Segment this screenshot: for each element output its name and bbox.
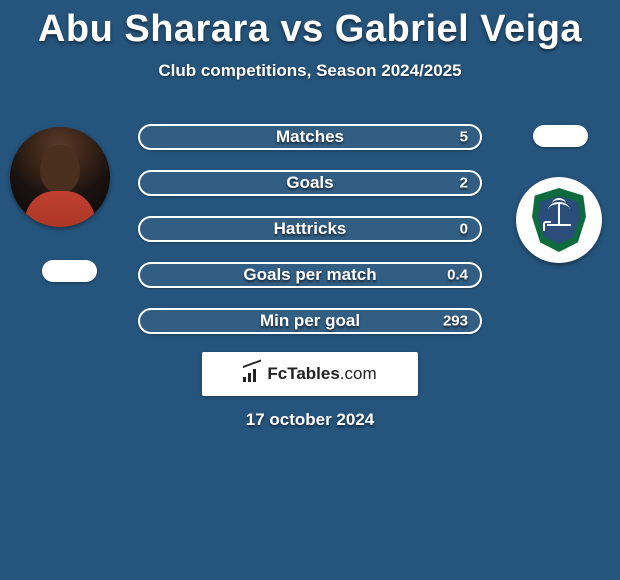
stat-label: Goals per match — [243, 265, 376, 285]
flag-left — [42, 260, 97, 282]
stat-label: Min per goal — [260, 311, 360, 331]
stat-value: 293 — [443, 313, 468, 330]
stat-row-goals: Goals 2 — [138, 170, 482, 196]
stat-row-hattricks: Hattricks 0 — [138, 216, 482, 242]
stat-value: 5 — [460, 129, 468, 146]
club-badge-right — [516, 177, 602, 263]
stat-row-goals-per-match: Goals per match 0.4 — [138, 262, 482, 288]
stat-row-matches: Matches 5 — [138, 124, 482, 150]
stat-label: Matches — [276, 127, 344, 147]
date-label: 17 october 2024 — [246, 410, 375, 430]
stat-value: 0 — [460, 221, 468, 238]
page-title: Abu Sharara vs Gabriel Veiga — [0, 8, 620, 51]
stat-label: Hattricks — [274, 219, 347, 239]
stat-value: 0.4 — [447, 267, 468, 284]
stat-row-min-per-goal: Min per goal 293 — [138, 308, 482, 334]
brand-text: FcTables.com — [267, 364, 376, 384]
player-avatar-left — [10, 127, 110, 227]
subtitle: Club competitions, Season 2024/2025 — [0, 61, 620, 81]
shield-icon — [532, 188, 586, 252]
stat-value: 2 — [460, 175, 468, 192]
flag-right — [533, 125, 588, 147]
stat-label: Goals — [286, 173, 333, 193]
bar-chart-icon — [243, 366, 263, 382]
stats-panel: Matches 5 Goals 2 Hattricks 0 Goals per … — [138, 124, 482, 354]
brand-logo[interactable]: FcTables.com — [202, 352, 418, 396]
